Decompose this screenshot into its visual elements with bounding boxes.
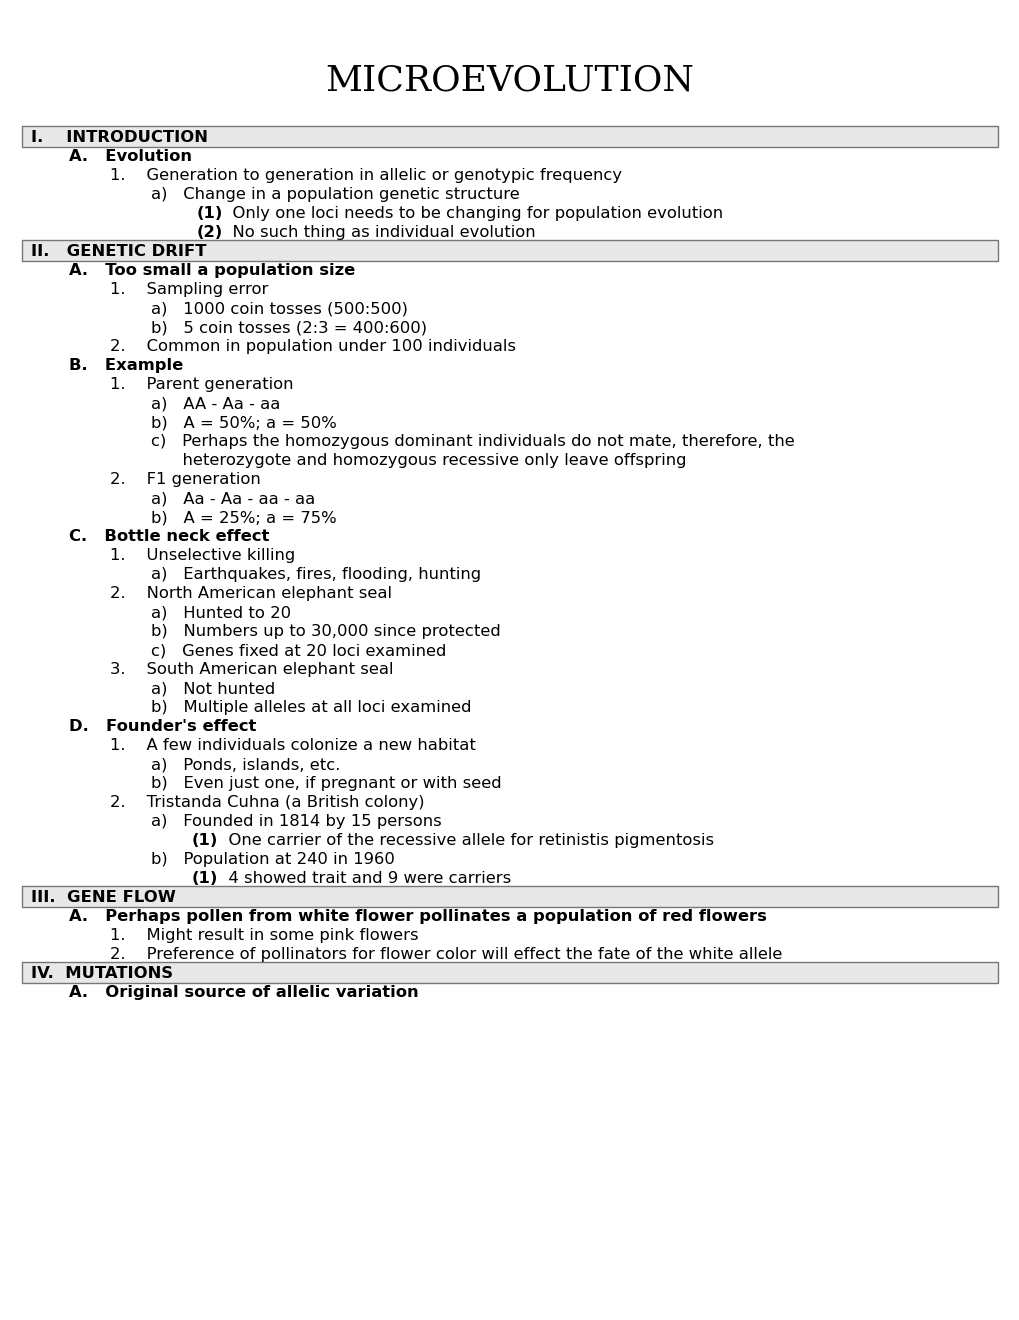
Text: b)   A = 25%; a = 75%: b) A = 25%; a = 75% — [151, 511, 336, 525]
Text: a)   AA - Aa - aa: a) AA - Aa - aa — [151, 396, 280, 412]
Text: 2.    Preference of pollinators for flower color will effect the fate of the whi: 2. Preference of pollinators for flower … — [110, 948, 782, 962]
Text: a)   Earthquakes, fires, flooding, hunting: a) Earthquakes, fires, flooding, hunting — [151, 568, 481, 582]
Text: (1): (1) — [192, 871, 218, 887]
Text: 1.    A few individuals colonize a new habitat: 1. A few individuals colonize a new habi… — [110, 738, 476, 754]
Text: b)   5 coin tosses (2:3 = 400:600): b) 5 coin tosses (2:3 = 400:600) — [151, 321, 427, 335]
Text: (2): (2) — [197, 226, 223, 240]
Text: 2.    Tristanda Cuhna (a British colony): 2. Tristanda Cuhna (a British colony) — [110, 796, 424, 810]
Text: 4 showed trait and 9 were carriers: 4 showed trait and 9 were carriers — [217, 871, 511, 887]
Text: 1.    Sampling error: 1. Sampling error — [110, 282, 268, 297]
Text: A.   Original source of allelic variation: A. Original source of allelic variation — [69, 986, 419, 1001]
Text: a)   Ponds, islands, etc.: a) Ponds, islands, etc. — [151, 758, 340, 772]
Text: b)   A = 50%; a = 50%: b) A = 50%; a = 50% — [151, 416, 336, 430]
Text: One carrier of the recessive allele for retinistis pigmentosis: One carrier of the recessive allele for … — [217, 833, 713, 849]
Text: B.   Example: B. Example — [69, 359, 183, 374]
Text: c)   Perhaps the homozygous dominant individuals do not mate, therefore, the: c) Perhaps the homozygous dominant indiv… — [151, 434, 794, 449]
Bar — [22, 125, 997, 148]
Text: b)   Multiple alleles at all loci examined: b) Multiple alleles at all loci examined — [151, 701, 471, 715]
Text: 1.    Generation to generation in allelic or genotypic frequency: 1. Generation to generation in allelic o… — [110, 169, 622, 183]
Text: a)   Founded in 1814 by 15 persons: a) Founded in 1814 by 15 persons — [151, 814, 441, 829]
Text: heterozygote and homozygous recessive only leave offspring: heterozygote and homozygous recessive on… — [151, 454, 686, 469]
Text: A.   Too small a population size: A. Too small a population size — [69, 264, 356, 279]
Text: (1): (1) — [192, 833, 218, 849]
Text: A.   Evolution: A. Evolution — [69, 149, 193, 165]
Text: No such thing as individual evolution: No such thing as individual evolution — [222, 226, 535, 240]
Text: b)   Numbers up to 30,000 since protected: b) Numbers up to 30,000 since protected — [151, 624, 500, 639]
Bar — [22, 886, 997, 907]
Text: a)   Not hunted: a) Not hunted — [151, 681, 275, 697]
Text: C.   Bottle neck effect: C. Bottle neck effect — [69, 529, 269, 544]
Text: III.  GENE FLOW: III. GENE FLOW — [31, 891, 175, 906]
Text: 1.    Might result in some pink flowers: 1. Might result in some pink flowers — [110, 928, 419, 944]
Bar — [22, 240, 997, 261]
Text: IV.  MUTATIONS: IV. MUTATIONS — [31, 966, 172, 982]
Text: I.    INTRODUCTION: I. INTRODUCTION — [31, 131, 208, 145]
Text: (1): (1) — [197, 206, 223, 222]
Text: D.   Founder's effect: D. Founder's effect — [69, 719, 257, 734]
Text: MICROEVOLUTION: MICROEVOLUTION — [325, 63, 694, 98]
Text: 3.    South American elephant seal: 3. South American elephant seal — [110, 663, 393, 677]
Text: 2.    F1 generation: 2. F1 generation — [110, 473, 261, 487]
Bar — [22, 962, 997, 983]
Text: b)   Even just one, if pregnant or with seed: b) Even just one, if pregnant or with se… — [151, 776, 501, 792]
Text: 1.    Parent generation: 1. Parent generation — [110, 378, 293, 392]
Text: a)   1000 coin tosses (500:500): a) 1000 coin tosses (500:500) — [151, 301, 408, 317]
Text: Only one loci needs to be changing for population evolution: Only one loci needs to be changing for p… — [222, 206, 722, 222]
Text: II.   GENETIC DRIFT: II. GENETIC DRIFT — [31, 244, 206, 260]
Text: a)   Change in a population genetic structure: a) Change in a population genetic struct… — [151, 187, 520, 202]
Text: a)   Hunted to 20: a) Hunted to 20 — [151, 606, 290, 620]
Text: A.   Perhaps pollen from white flower pollinates a population of red flowers: A. Perhaps pollen from white flower poll… — [69, 909, 766, 924]
Text: 1.    Unselective killing: 1. Unselective killing — [110, 548, 296, 564]
Text: 2.    North American elephant seal: 2. North American elephant seal — [110, 586, 391, 602]
Text: b)   Population at 240 in 1960: b) Population at 240 in 1960 — [151, 853, 394, 867]
Text: a)   Aa - Aa - aa - aa: a) Aa - Aa - aa - aa — [151, 491, 315, 507]
Text: c)   Genes fixed at 20 loci examined: c) Genes fixed at 20 loci examined — [151, 643, 446, 659]
Text: 2.    Common in population under 100 individuals: 2. Common in population under 100 indivi… — [110, 339, 516, 355]
